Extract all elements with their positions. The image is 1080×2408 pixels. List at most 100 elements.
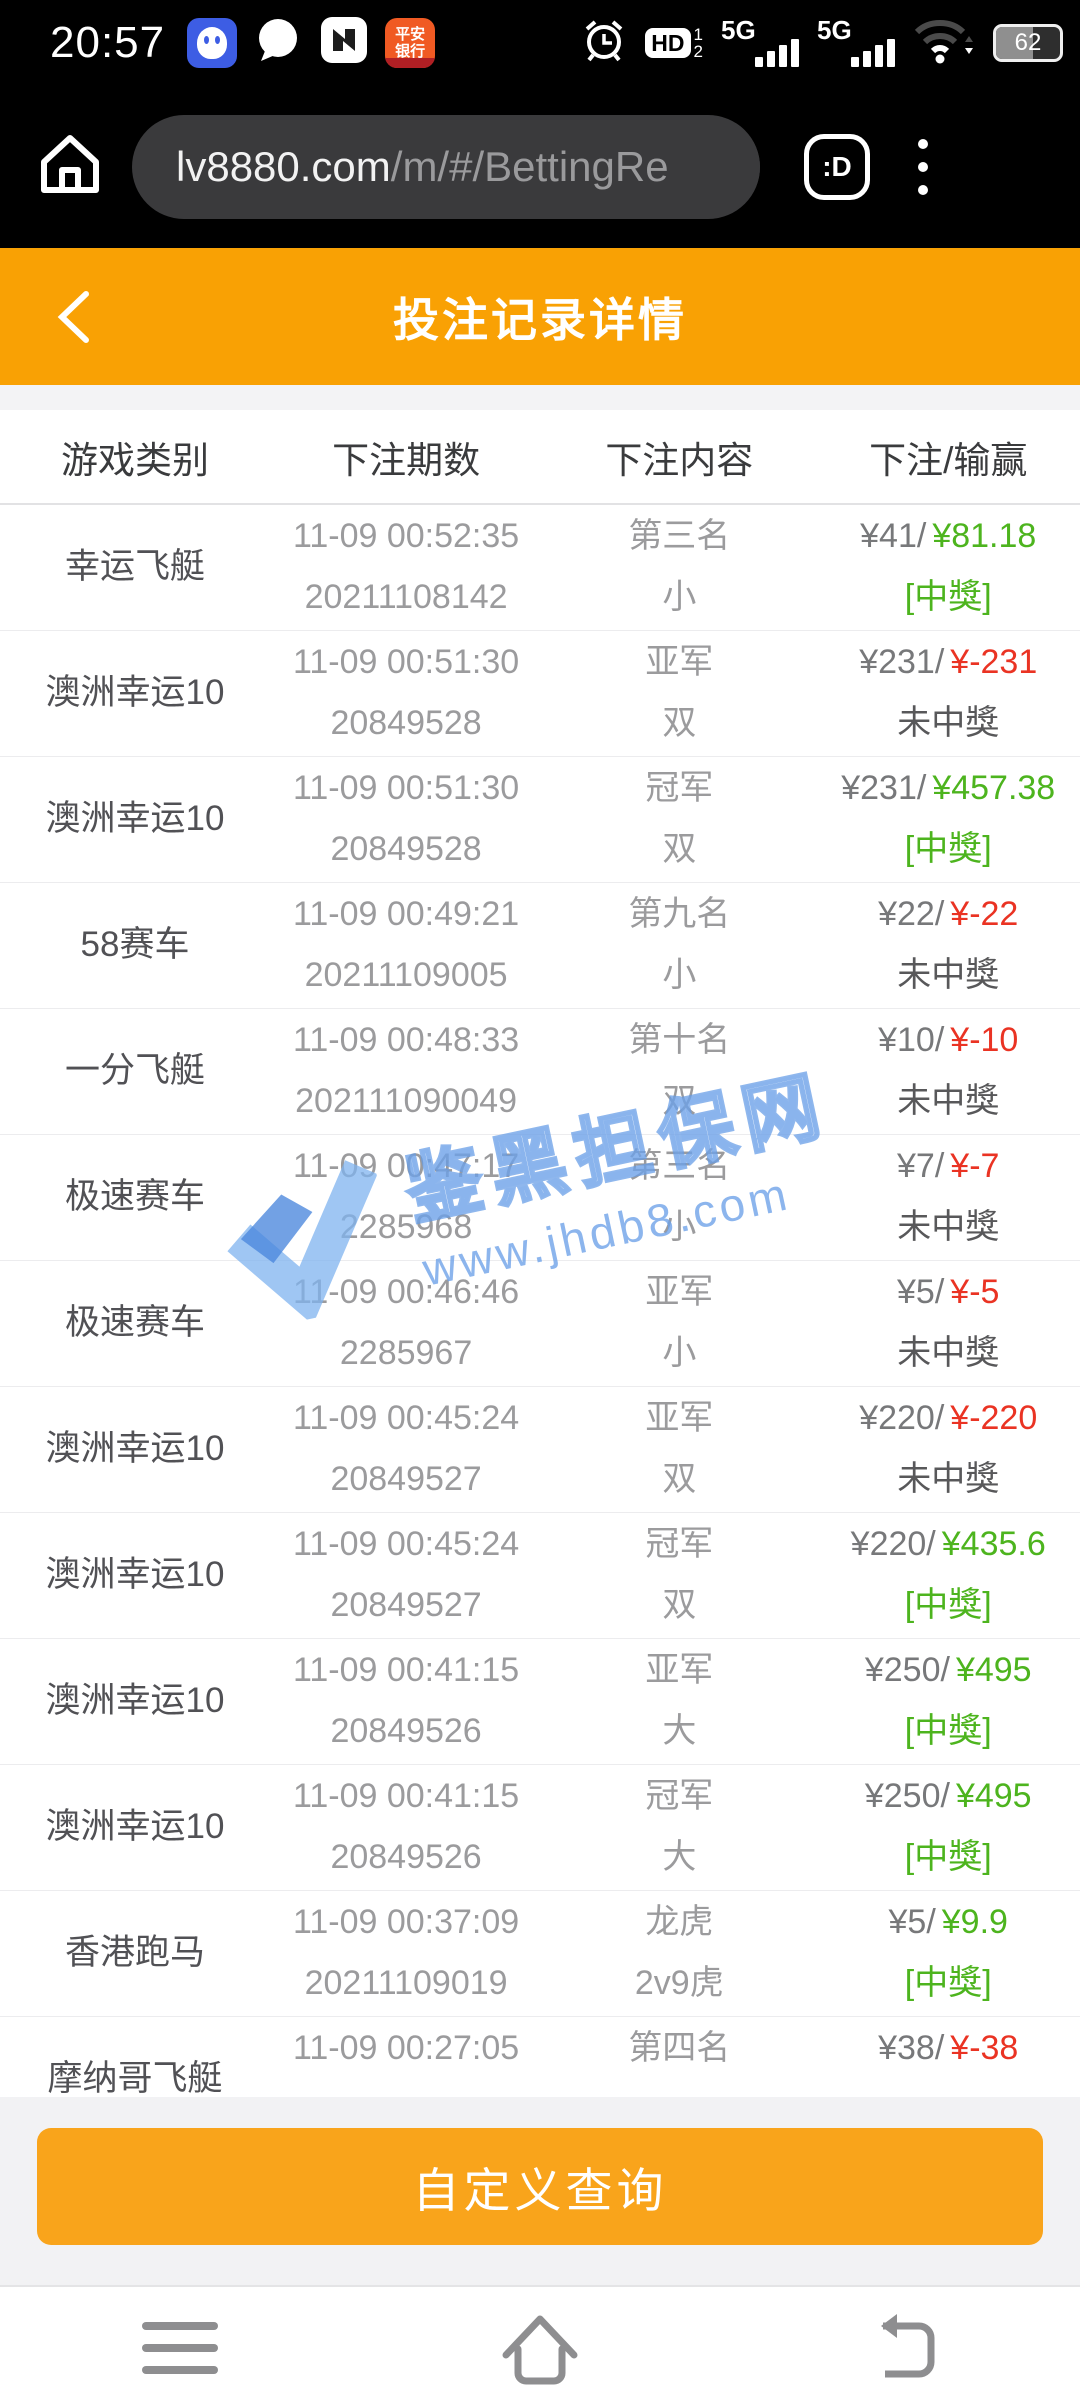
tab-switcher-button[interactable]: :D xyxy=(804,133,870,200)
bet-position: 冠军 xyxy=(645,769,714,807)
browser-menu-button[interactable] xyxy=(918,138,928,195)
bet-position: 亚军 xyxy=(645,1399,714,1437)
bet-time: 11-09 00:45:24 xyxy=(292,1525,520,1563)
game-name: 澳洲幸运10 xyxy=(45,1554,225,1594)
amount-cell: ¥5/¥-5 未中獎 xyxy=(816,1261,1080,1386)
bet-time: 11-09 00:47:17 xyxy=(292,1147,520,1185)
content-cell: 第九名 小 xyxy=(542,883,816,1008)
bet-position: 冠军 xyxy=(645,1525,714,1563)
table-row: 一分飞艇 11-09 00:48:33 202111090049 第十名 双 ¥… xyxy=(0,1009,1080,1135)
outcome-amount: ¥-22 xyxy=(950,895,1019,933)
content-cell: 亚军 小 xyxy=(542,1261,816,1386)
bet-time: 11-09 00:51:30 xyxy=(292,769,520,807)
bet-position: 冠军 xyxy=(645,1777,714,1815)
url-bar[interactable]: lv8880.com/m/#/BettingRe xyxy=(132,114,760,219)
outcome-amount: ¥495 xyxy=(955,1777,1032,1815)
browser-home-icon[interactable] xyxy=(34,128,106,205)
result-status: [中獎] xyxy=(904,830,992,868)
game-name: 澳洲幸运10 xyxy=(45,1428,225,1468)
bet-position: 龙虎 xyxy=(645,1903,714,1941)
page-header: 投注记录详情 xyxy=(0,248,1080,385)
battery-percent: 62 xyxy=(1014,28,1042,56)
table-row: 摩纳哥飞艇 11-09 00:27:05 第四名 ¥38/¥-38 xyxy=(0,2017,1080,2097)
period-number: 20211109019 xyxy=(304,1964,508,2002)
nav-back-button[interactable] xyxy=(720,2310,1080,2386)
page-title: 投注记录详情 xyxy=(393,293,687,346)
volte-hd-icon: HD 1 2 xyxy=(645,26,703,60)
col-header-betwin: 下注/输赢 xyxy=(869,439,1028,481)
content-cell: 亚军 双 xyxy=(542,631,816,756)
nav-home-button[interactable] xyxy=(360,2311,720,2385)
content-cell: 冠军 双 xyxy=(542,1513,816,1638)
period-number: 2285967 xyxy=(339,1334,473,1372)
amount-cell: ¥250/¥495 [中獎] xyxy=(816,1639,1080,1764)
bet-option: 双 xyxy=(662,1082,697,1120)
bet-option: 双 xyxy=(662,1460,697,1498)
result-status: [中獎] xyxy=(904,578,992,616)
period-number: 20849527 xyxy=(330,1586,482,1624)
amount-cell: ¥22/¥-22 未中獎 xyxy=(816,883,1080,1008)
result-status: 未中獎 xyxy=(897,704,1000,742)
bet-position: 第十名 xyxy=(628,1021,731,1059)
battery-icon: 62 xyxy=(993,23,1063,62)
outcome-amount: ¥457.38 xyxy=(932,769,1056,807)
table-header: 游戏类别 下注期数 下注内容 下注/输赢 xyxy=(0,410,1080,505)
bet-amount: ¥250/ xyxy=(864,1777,950,1815)
bet-position: 亚军 xyxy=(645,1273,714,1311)
qq-notification-icon xyxy=(187,17,238,68)
content-cell: 第三名 小 xyxy=(542,1135,816,1260)
bet-time: 11-09 00:46:46 xyxy=(292,1273,520,1311)
period-number: 20849526 xyxy=(330,1838,482,1876)
game-name: 幸运飞艇 xyxy=(64,546,205,586)
bet-amount: ¥220/ xyxy=(850,1525,936,1563)
bet-option: 大 xyxy=(662,1712,697,1750)
table-row: 极速赛车 11-09 00:46:46 2285967 亚军 小 ¥5/¥-5 … xyxy=(0,1261,1080,1387)
signal-sim2-icon: 5G xyxy=(817,15,895,69)
period-cell: 11-09 00:46:46 2285967 xyxy=(270,1261,542,1386)
table-row: 幸运飞艇 11-09 00:52:35 20211108142 第三名 小 ¥4… xyxy=(0,505,1080,631)
table-row: 澳洲幸运10 11-09 00:41:15 20849526 冠军 大 ¥250… xyxy=(0,1765,1080,1891)
outcome-amount: ¥-7 xyxy=(950,1147,1000,1185)
amount-cell: ¥10/¥-10 未中獎 xyxy=(816,1009,1080,1134)
url-domain: lv8880.com xyxy=(176,142,391,190)
custom-query-button[interactable]: 自定义查询 xyxy=(37,2128,1043,2245)
outcome-amount: ¥-5 xyxy=(950,1273,1000,1311)
alarm-clock-icon xyxy=(581,17,627,68)
table-row: 澳洲幸运10 11-09 00:51:30 20849528 冠军 双 ¥231… xyxy=(0,757,1080,883)
amount-cell: ¥41/¥81.18 [中獎] xyxy=(816,505,1080,630)
result-status: [中獎] xyxy=(904,1586,992,1624)
period-cell: 11-09 00:52:35 20211108142 xyxy=(270,505,542,630)
bet-amount: ¥10/ xyxy=(878,1021,945,1059)
game-name: 极速赛车 xyxy=(64,1176,205,1216)
table-row: 澳洲幸运10 11-09 00:45:24 20849527 亚军 双 ¥220… xyxy=(0,1387,1080,1513)
period-cell: 11-09 00:27:05 xyxy=(270,2017,542,2097)
period-cell: 11-09 00:51:30 20849528 xyxy=(270,757,542,882)
period-cell: 11-09 00:41:15 20849526 xyxy=(270,1639,542,1764)
result-status: [中獎] xyxy=(904,1838,992,1876)
period-number: 202111090049 xyxy=(295,1082,518,1120)
period-cell: 11-09 00:37:09 20211109019 xyxy=(270,1891,542,2016)
wifi-icon xyxy=(913,16,975,69)
bet-time: 11-09 00:45:24 xyxy=(292,1399,520,1437)
android-nav-bar xyxy=(0,2285,1080,2408)
nav-menu-button[interactable] xyxy=(0,2316,360,2380)
notification-icons: 平安 银行 xyxy=(187,15,436,70)
period-cell: 11-09 00:45:24 20849527 xyxy=(270,1513,542,1638)
bet-position: 第三名 xyxy=(628,517,731,555)
amount-cell: ¥5/¥9.9 [中獎] xyxy=(816,1891,1080,2016)
bet-position: 亚军 xyxy=(645,643,714,681)
period-number: 20849527 xyxy=(330,1460,482,1498)
bet-amount: ¥22/ xyxy=(878,895,945,933)
outcome-amount: ¥9.9 xyxy=(941,1903,1008,1941)
back-button[interactable] xyxy=(48,248,102,385)
amount-cell: ¥220/¥435.6 [中獎] xyxy=(816,1513,1080,1638)
signal-sim1-icon: 5G xyxy=(721,15,799,69)
period-cell: 11-09 00:48:33 202111090049 xyxy=(270,1009,542,1134)
table-body[interactable]: 鉴黑担保网 www.jhdb8.com 幸运飞艇 11-09 00:52:35 … xyxy=(0,505,1080,2097)
outcome-amount: ¥435.6 xyxy=(941,1525,1046,1563)
outcome-amount: ¥-10 xyxy=(950,1021,1019,1059)
period-cell: 11-09 00:41:15 20849526 xyxy=(270,1765,542,1890)
amount-cell: ¥231/¥457.38 [中獎] xyxy=(816,757,1080,882)
period-cell: 11-09 00:49:21 20211109005 xyxy=(270,883,542,1008)
